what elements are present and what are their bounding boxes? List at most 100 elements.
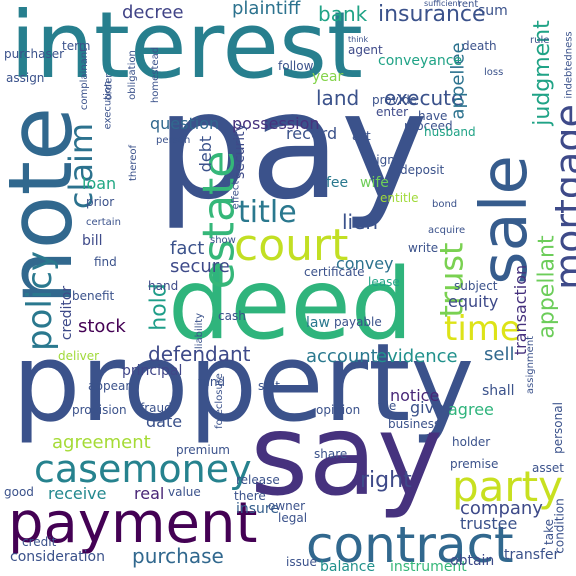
word-execute: execute: [384, 86, 464, 110]
word-fact: fact: [170, 238, 205, 259]
word-bond: bond: [432, 199, 458, 210]
word-sum: sum: [478, 3, 508, 19]
word-appear: appear: [88, 379, 131, 393]
word-thereof: thereof: [128, 144, 140, 182]
word-person: person: [156, 135, 191, 146]
word-casemoney: casemoney: [34, 447, 252, 491]
word-obligation: obligation: [126, 50, 138, 100]
word-company: company: [460, 498, 543, 519]
word-lease: lease: [368, 275, 400, 289]
word-certain: certain: [86, 217, 121, 228]
word-equity: equity: [448, 292, 499, 311]
word-deliver: deliver: [58, 349, 100, 363]
word-business: business: [388, 417, 441, 431]
word-interest: interest: [10, 0, 363, 99]
word-payment: payment: [8, 491, 258, 556]
word-insure: insure: [236, 501, 279, 517]
word-premium: premium: [176, 443, 230, 457]
word-entitle: entitle: [380, 191, 419, 205]
word-convey: convey: [336, 254, 394, 273]
word-question: question: [150, 114, 220, 133]
word-shall: shall: [482, 383, 515, 399]
word-purchaser: purchaser: [4, 47, 65, 61]
word-husband: husband: [424, 125, 476, 139]
word-give: give: [410, 398, 444, 417]
word-follow: follow: [278, 59, 314, 73]
word-act: act: [352, 129, 371, 143]
word-lien: lien: [342, 210, 379, 234]
word-conveyance: conveyance: [378, 53, 463, 69]
word-right: right: [360, 468, 412, 493]
word-think: think: [348, 35, 369, 44]
word-find: find: [94, 255, 117, 269]
word-release: release: [236, 473, 280, 487]
word-issue: issue: [286, 555, 317, 569]
word-defendant: defendant: [148, 342, 251, 366]
word-possession: possession: [232, 114, 320, 133]
word-prior: prior: [86, 195, 115, 209]
word-value: value: [168, 485, 201, 499]
word-owner: owner: [268, 499, 306, 513]
word-legal: legal: [278, 511, 308, 525]
word-agreement: agreement: [52, 432, 151, 453]
word-cash: cash: [218, 309, 246, 323]
word-security: security: [231, 123, 248, 179]
word-foreclosure: foreclosure: [213, 373, 225, 429]
word-proceed: proceed: [404, 119, 453, 133]
word-death: death: [462, 39, 497, 53]
word-instrument: instrument: [390, 559, 467, 575]
word-premise: premise: [450, 457, 499, 471]
word-subject: subject: [454, 279, 498, 293]
word-acquire: acquire: [428, 225, 466, 236]
word-personal: personal: [550, 402, 565, 454]
word-consideration: consideration: [10, 549, 105, 565]
word-real: real: [134, 484, 165, 503]
word-pay: pay: [156, 60, 429, 232]
word-court: court: [234, 220, 349, 271]
word-bill: bill: [82, 233, 103, 249]
word-loan: loan: [82, 174, 117, 193]
word-secure: secure: [170, 256, 230, 277]
word-title: title: [238, 195, 297, 230]
word-benefit: benefit: [72, 289, 115, 303]
word-deed: deed: [168, 248, 413, 362]
word-insurance: insurance: [378, 2, 486, 27]
word-liability: liability: [194, 312, 206, 350]
word-property: property: [12, 321, 475, 446]
word-debt: debt: [196, 135, 216, 173]
word-sign: sign: [370, 153, 395, 167]
word-asset: asset: [532, 461, 564, 475]
word-term: term: [62, 39, 91, 53]
word-stock: stock: [78, 316, 126, 337]
word-homestead: homestead: [150, 46, 162, 104]
word-account: account: [306, 346, 378, 367]
word-have: have: [418, 109, 448, 123]
word-rent: rent: [458, 0, 479, 10]
word-write: write: [408, 241, 439, 255]
word-obtain: obtain: [450, 553, 495, 569]
word-wife: wife: [360, 175, 389, 191]
word-indebtedness: indebtedness: [563, 31, 575, 99]
word-suit: suit: [258, 379, 280, 393]
word-sell: sell: [484, 344, 515, 365]
word-contract: contract: [306, 516, 514, 574]
word-deposit: deposit: [400, 163, 445, 177]
word-loss: loss: [484, 67, 504, 78]
word-provision: provision: [72, 403, 127, 417]
word-show: show: [210, 235, 236, 246]
word-law: law: [306, 315, 330, 331]
word-certificate: certificate: [304, 265, 365, 279]
word-bank: bank: [318, 2, 368, 26]
word-payable: payable: [334, 315, 382, 329]
word-enter: enter: [376, 105, 409, 119]
word-say: say: [250, 391, 444, 521]
word-opinion: opinion: [316, 403, 361, 417]
word-decree: decree: [122, 2, 184, 23]
word-effect: effect: [230, 180, 242, 210]
word-share: share: [314, 447, 348, 461]
word-agree: agree: [448, 400, 494, 419]
word-notice: notice: [390, 386, 440, 405]
word-time: time: [444, 309, 521, 349]
word-year: year: [312, 69, 344, 85]
word-balance: balance: [320, 559, 376, 575]
